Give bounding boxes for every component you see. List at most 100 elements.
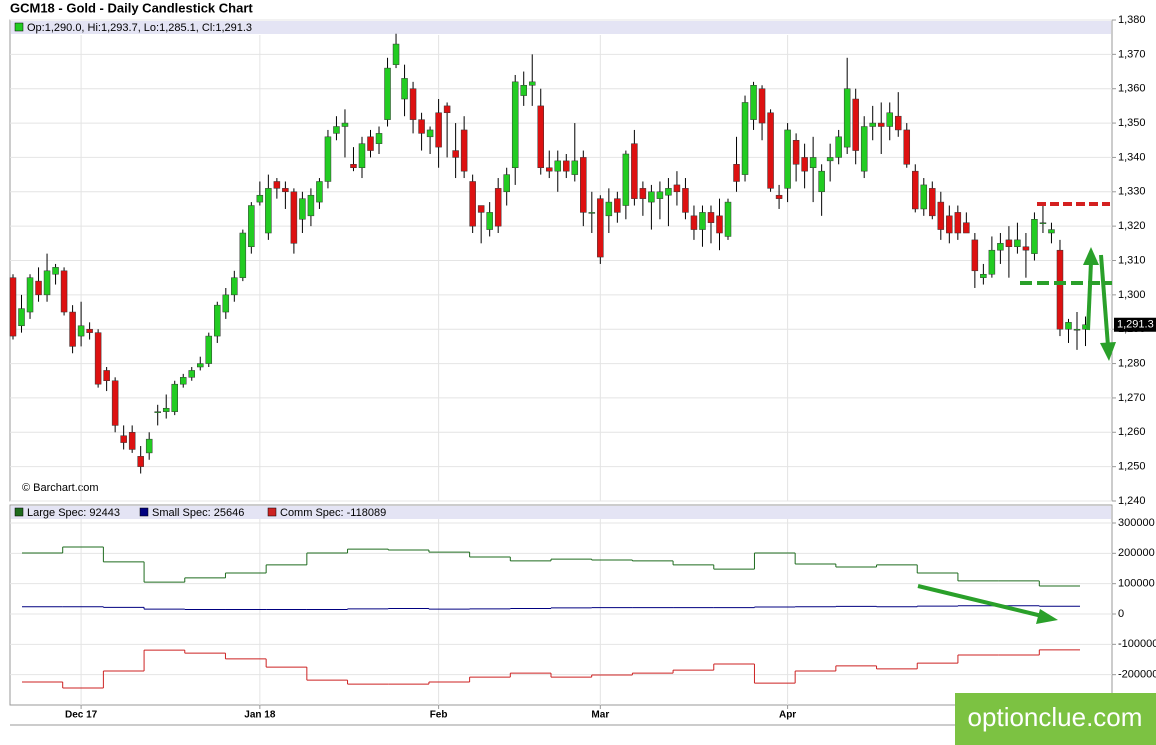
candle-body [1073,328,1081,331]
legend-bar [11,506,1111,519]
candle-body [809,157,817,168]
candle-body [733,164,740,182]
candle-body [869,122,876,127]
y-tick-label: 1,240 [1118,495,1146,507]
candle-body [43,270,51,296]
candle-body [60,270,68,313]
candle-body [137,456,144,467]
candle-body [665,188,672,196]
candle-body [929,188,936,217]
y-tick-label: 1,270 [1118,392,1146,404]
candle-body [86,328,93,333]
candle-body [997,243,1004,251]
candle-body [528,81,536,86]
candle-body [511,81,519,168]
x-tick-label: Jan 18 [244,710,276,721]
candle-body [367,136,374,151]
candle-body [1005,239,1013,248]
candle-body [426,129,434,138]
candle-body [477,205,485,213]
candle-body [197,363,204,368]
y-tick-label: -200000 [1118,669,1156,681]
candle-body [409,88,417,120]
candle-body [699,212,706,230]
candle-body [120,435,127,443]
candle-body [341,122,349,127]
candle-body [860,126,868,172]
candle-body [494,188,502,227]
candle-body [1014,239,1021,248]
y-tick-label: 1,330 [1118,186,1146,198]
cot-arrow [917,584,1043,618]
candle-body [826,157,834,162]
legend-label: Large Spec: 92443 [27,507,120,519]
last-price-box [1114,317,1156,332]
candle-body [690,215,698,230]
y-tick-label: 200000 [1118,547,1155,559]
candle-body [503,174,510,193]
y-tick-label: 1,350 [1118,117,1146,129]
info-swatch [14,22,24,32]
candle-body [52,267,59,275]
last-price-label: 1,291.3 [1117,319,1154,331]
candle-body [452,150,459,158]
candle-body [554,160,562,172]
y-tick-label: 100000 [1118,578,1155,590]
candle-body [682,188,689,213]
candle-body [835,136,842,158]
candle-body [435,112,442,148]
legend-label: Small Spec: 25646 [152,507,244,519]
candle-body [460,129,468,172]
candle-body [597,198,604,258]
arrow-down-head [1100,342,1116,361]
y-tick-label: 1,310 [1118,254,1146,266]
candle-body [920,184,928,210]
candle-body [818,170,825,193]
candle-body [1048,229,1055,234]
candle-body [154,411,161,413]
candle-body [937,201,945,230]
candle-body [877,122,885,127]
candle-body [1031,219,1038,254]
candle-body [912,170,919,210]
cot-arrow-head [1036,609,1058,624]
candle-body [980,273,987,278]
candle-body [614,198,621,213]
candle-body [946,215,953,234]
candle-body [94,332,102,385]
candle-body [188,370,196,378]
candle-body [273,181,281,189]
y-tick-label: 0 [1118,608,1124,620]
candle-body [546,167,553,172]
candle-body [894,115,902,131]
watermark: optionclue.com [968,702,1143,732]
candle-body [384,67,391,120]
candle-body [631,143,638,199]
candle-body [963,222,970,234]
candle-body [214,304,221,337]
candle-body [205,335,213,364]
annotations [917,202,1116,624]
x-tick-label: Feb [430,710,448,721]
candle-body [520,85,527,96]
legend-swatch [139,507,149,517]
source: © Barchart.com [22,482,99,494]
candle-body [784,129,791,189]
candle-body [588,212,596,214]
candle-body [469,181,476,227]
legend-swatch [267,507,277,517]
candle-body [256,194,264,203]
candle-body [741,102,749,175]
plot-layer: 1,2401,2501,2601,2701,2801,2901,3001,310… [9,14,1156,721]
candle-body [716,215,723,234]
candle-body [239,232,247,278]
candle-body [724,201,732,237]
candle-body [639,188,647,199]
candle-body [392,43,400,65]
candle-body [18,308,25,327]
candle-body [333,126,340,134]
candle-body [162,407,170,412]
candle-body [758,88,766,124]
candle-body [77,325,85,337]
